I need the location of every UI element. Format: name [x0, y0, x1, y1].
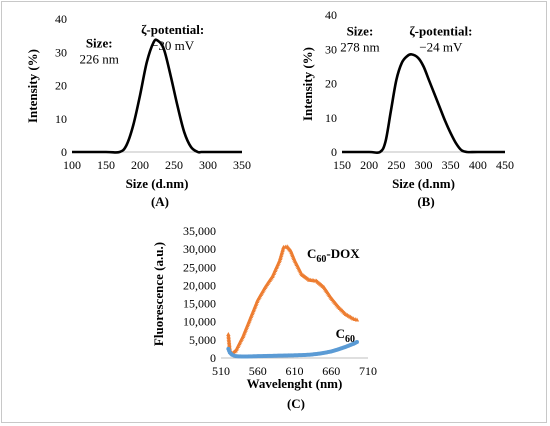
- x-tick-label: 100: [63, 158, 81, 172]
- y-tick-label: 15,000: [183, 297, 216, 311]
- annotation-label: ζ-potential:: [409, 24, 472, 39]
- x-tick-label: 150: [97, 158, 115, 172]
- panel-label: (C): [287, 396, 305, 411]
- y-tick-label: 35,000: [183, 224, 216, 238]
- x-tick-label: 400: [469, 158, 487, 172]
- x-tick-label: 150: [333, 158, 351, 172]
- x-axis-title: Wavelenght (nm): [247, 376, 343, 391]
- y-tick-label: 40: [325, 8, 337, 22]
- x-tick-label: 660: [322, 364, 340, 378]
- y-tick-label: 25,000: [183, 260, 216, 274]
- x-tick-label: 300: [415, 158, 433, 172]
- y-tick-label: 10: [55, 112, 67, 126]
- chart-panel-b: 0 10 20 30 40 150 200 250 300 350 400 450 Size (d.nm…: [300, 8, 514, 209]
- y-tick-label: 10,000: [183, 315, 216, 329]
- annotation-label: Size:: [86, 35, 113, 50]
- annotation-value: 226 nm: [80, 51, 119, 66]
- y-tick-label: 0: [61, 145, 67, 159]
- x-tick-label: 510: [212, 364, 230, 378]
- y-axis-title: Fluorescence (a.u.): [151, 242, 166, 346]
- annotation-value: −24 mV: [419, 40, 463, 55]
- panel-label: (B): [417, 194, 434, 209]
- y-tick-label: 30: [55, 45, 67, 59]
- y-tick-label: 40: [55, 12, 67, 26]
- series-label: C60: [336, 326, 355, 345]
- x-tick-label: 450: [496, 158, 514, 172]
- x-tick-label: 560: [249, 364, 267, 378]
- y-tick-label: 20: [325, 77, 337, 91]
- y-tick-label: 30,000: [183, 242, 216, 256]
- x-axis-title: Size (d.nm): [392, 176, 455, 191]
- data-point: [354, 317, 360, 322]
- chart-panel-a: 0 10 20 30 40 100 150 200 250 300 350 Size (d.nm) In…: [25, 12, 251, 209]
- annotation-value: 278 nm: [340, 40, 379, 55]
- y-tick-label: 30: [325, 42, 337, 56]
- series-label: C60-DOX: [307, 246, 360, 265]
- annotation-label: Size:: [347, 24, 374, 39]
- x-tick-label: 610: [286, 364, 304, 378]
- chart-panel-c: 0 5,000 10,000 15,000 20,000 25,000 30,000 35,0…: [151, 224, 377, 411]
- y-tick-label: 20: [55, 79, 67, 93]
- panel-label: (A): [151, 194, 169, 209]
- y-tick-label: 10: [325, 111, 337, 125]
- annotation-label: ζ-potential:: [141, 22, 204, 37]
- y-axis-title: Intensity (%): [300, 47, 315, 121]
- x-tick-label: 300: [199, 158, 217, 172]
- x-axis-title: Size (d.nm): [126, 176, 189, 191]
- data-point: [354, 340, 359, 345]
- x-tick-label: 200: [131, 158, 149, 172]
- series-line: [341, 53, 505, 155]
- y-tick-label: 0: [331, 145, 337, 159]
- x-tick-label: 250: [165, 158, 183, 172]
- series-line: [71, 38, 242, 154]
- y-tick-label: 20,000: [183, 278, 216, 292]
- annotation-value: −30 mV: [151, 38, 195, 53]
- x-tick-label: 200: [360, 158, 378, 172]
- x-tick-label: 350: [233, 158, 251, 172]
- x-tick-label: 710: [359, 364, 377, 378]
- y-axis-title: Intensity (%): [25, 49, 40, 123]
- x-tick-label: 350: [442, 158, 460, 172]
- y-tick-label: 0: [210, 351, 216, 365]
- y-tick-label: 5,000: [189, 333, 216, 347]
- x-tick-label: 250: [387, 158, 405, 172]
